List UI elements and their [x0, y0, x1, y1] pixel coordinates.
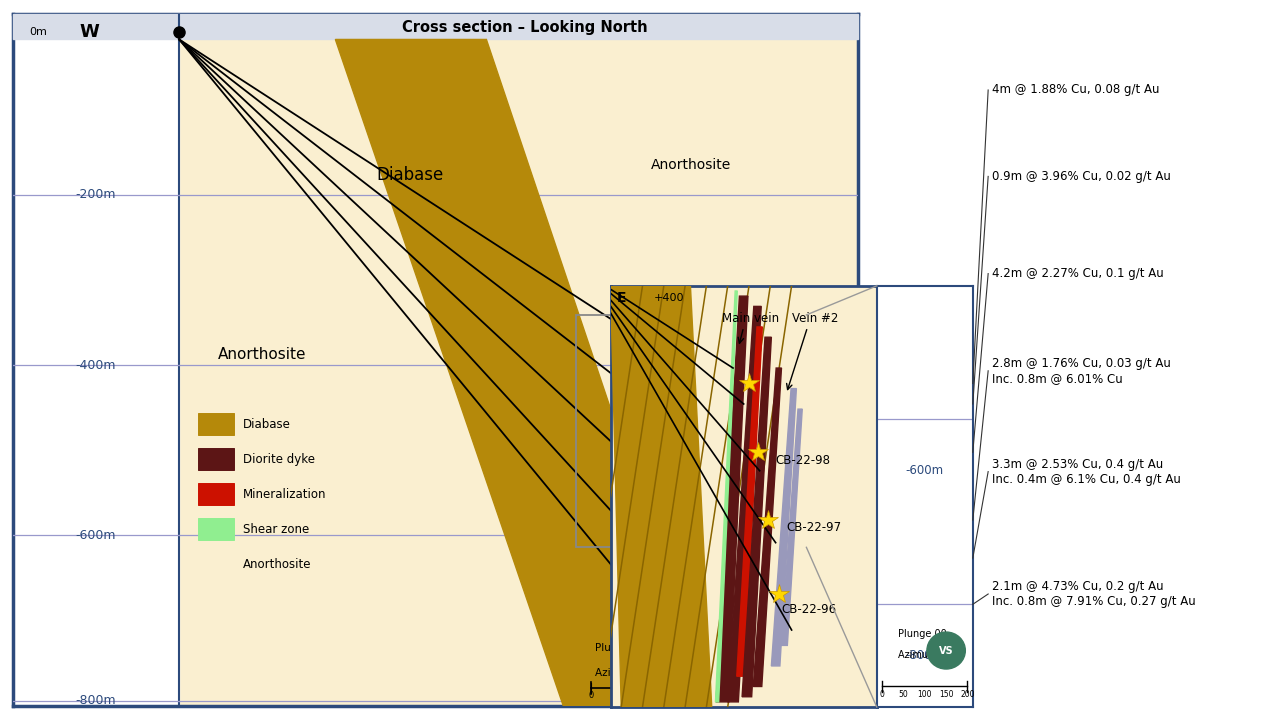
- Text: 150: 150: [940, 690, 954, 699]
- Text: Azimuth 017: Azimuth 017: [595, 667, 662, 678]
- Text: 200: 200: [960, 690, 974, 699]
- Polygon shape: [611, 286, 712, 707]
- Text: 150: 150: [737, 690, 753, 700]
- Bar: [198, 483, 234, 505]
- Polygon shape: [689, 465, 717, 545]
- Polygon shape: [772, 389, 796, 666]
- Text: +400: +400: [654, 293, 685, 303]
- Text: Anorthosite: Anorthosite: [243, 558, 312, 571]
- Text: -400m: -400m: [76, 359, 116, 372]
- Text: -800m: -800m: [76, 694, 116, 707]
- Text: Main vein: Main vein: [722, 312, 780, 325]
- Text: E: E: [617, 291, 626, 305]
- Text: CB-22-97: CB-22-97: [786, 521, 841, 534]
- Circle shape: [772, 644, 828, 688]
- Text: Azimuth 017: Azimuth 017: [899, 649, 960, 660]
- Text: Anorthosite: Anorthosite: [218, 348, 307, 362]
- Text: Vein #2: Vein #2: [791, 312, 838, 325]
- Text: 2.1m @ 4.73% Cu, 0.2 g/t Au
Inc. 0.8m @ 7.91% Cu, 0.27 g/t Au: 2.1m @ 4.73% Cu, 0.2 g/t Au Inc. 0.8m @ …: [992, 580, 1196, 608]
- Text: Diabase: Diabase: [243, 418, 291, 431]
- Text: CB-22-95: CB-22-95: [659, 611, 708, 621]
- Text: 50: 50: [899, 690, 909, 699]
- Text: 0.9m @ 3.96% Cu, 0.02 g/t Au: 0.9m @ 3.96% Cu, 0.02 g/t Au: [992, 170, 1171, 183]
- Polygon shape: [678, 450, 710, 550]
- Text: CB-22-96: CB-22-96: [691, 505, 740, 516]
- Text: -800m: -800m: [906, 649, 943, 662]
- Text: VS: VS: [792, 660, 808, 670]
- Text: Diabase: Diabase: [376, 166, 443, 184]
- Text: -600m: -600m: [76, 528, 116, 542]
- Text: 0m: 0m: [29, 27, 47, 37]
- Text: Shear zone: Shear zone: [243, 523, 310, 536]
- Polygon shape: [627, 385, 673, 598]
- Bar: [576, 315, 806, 547]
- Text: CB-22-95W1: CB-22-95W1: [672, 565, 737, 575]
- Polygon shape: [641, 415, 678, 585]
- Polygon shape: [737, 327, 763, 676]
- Bar: [198, 518, 234, 540]
- Text: 100: 100: [918, 690, 932, 699]
- Text: 0: 0: [589, 690, 594, 700]
- Polygon shape: [716, 296, 748, 702]
- Text: W: W: [79, 24, 100, 42]
- Text: CB-22-96: CB-22-96: [781, 603, 836, 616]
- Bar: [198, 448, 234, 470]
- Polygon shape: [781, 409, 803, 645]
- Text: Mineralization: Mineralization: [243, 487, 326, 500]
- Text: VS: VS: [938, 646, 954, 655]
- Polygon shape: [650, 425, 686, 575]
- Bar: [13, 14, 858, 40]
- Text: CB-22-98: CB-22-98: [742, 395, 791, 405]
- Bar: [198, 554, 234, 575]
- Text: -600m: -600m: [906, 464, 943, 477]
- Polygon shape: [716, 291, 737, 702]
- Text: 4m @ 1.88% Cu, 0.08 g/t Au: 4m @ 1.88% Cu, 0.08 g/t Au: [992, 84, 1160, 96]
- Circle shape: [927, 632, 965, 669]
- Polygon shape: [742, 337, 772, 697]
- Bar: [198, 413, 234, 435]
- Text: 50: 50: [637, 690, 648, 700]
- Bar: [13, 40, 179, 706]
- Text: Plunge 00: Plunge 00: [899, 629, 947, 639]
- Text: 0: 0: [879, 690, 884, 699]
- Polygon shape: [663, 440, 696, 565]
- Polygon shape: [617, 375, 663, 598]
- Text: Cross section – Looking North: Cross section – Looking North: [402, 20, 648, 35]
- Text: CB-22-97: CB-22-97: [717, 445, 765, 455]
- Text: CB-22-98: CB-22-98: [776, 454, 831, 467]
- Text: 2.8m @ 1.76% Cu, 0.03 g/t Au
Inc. 0.8m @ 6.01% Cu: 2.8m @ 1.76% Cu, 0.03 g/t Au Inc. 0.8m @…: [992, 357, 1171, 384]
- Text: 200: 200: [788, 690, 804, 700]
- Text: -200m: -200m: [76, 188, 116, 201]
- Text: 4.2m @ 2.27% Cu, 0.1 g/t Au: 4.2m @ 2.27% Cu, 0.1 g/t Au: [992, 267, 1164, 280]
- Polygon shape: [753, 368, 782, 686]
- Polygon shape: [335, 40, 710, 706]
- Text: Plunge 00: Plunge 00: [595, 642, 646, 652]
- Text: 3.3m @ 2.53% Cu, 0.4 g/t Au
Inc. 0.4m @ 6.1% Cu, 0.4 g/t Au: 3.3m @ 2.53% Cu, 0.4 g/t Au Inc. 0.4m @ …: [992, 458, 1181, 485]
- Text: 100: 100: [686, 690, 701, 700]
- Text: Anorthosite: Anorthosite: [652, 158, 731, 171]
- Polygon shape: [728, 307, 762, 702]
- Text: Diorite dyke: Diorite dyke: [243, 453, 315, 466]
